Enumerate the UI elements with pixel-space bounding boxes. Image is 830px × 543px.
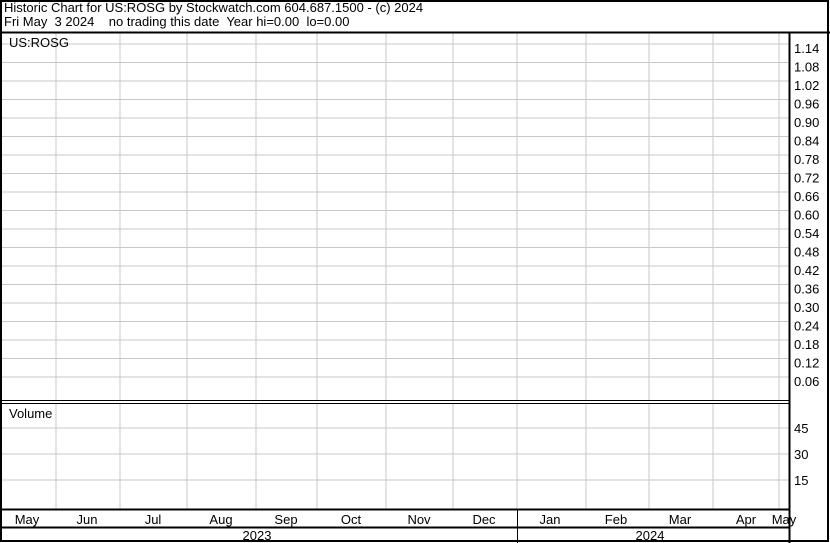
month-label: Sep	[274, 512, 297, 527]
price-tick-label: 0.24	[794, 319, 819, 334]
price-tick-label: 0.96	[794, 97, 819, 112]
month-label: Aug	[209, 512, 232, 527]
price-tick-label: 0.66	[794, 189, 819, 204]
year-label: 2023	[243, 528, 272, 543]
month-label: May	[772, 512, 797, 527]
price-tick-label: 0.36	[794, 282, 819, 297]
chart-title: Historic Chart for US:ROSG by Stockwatch…	[4, 0, 424, 15]
month-label: Apr	[736, 512, 757, 527]
price-tick-label: 0.30	[794, 300, 819, 315]
price-tick-label: 0.84	[794, 134, 819, 149]
price-tick-label: 1.14	[794, 41, 819, 56]
month-label: Jul	[145, 512, 162, 527]
price-tick-label: 0.48	[794, 245, 819, 260]
price-tick-label: 0.60	[794, 208, 819, 223]
month-label: Mar	[669, 512, 692, 527]
price-tick-label: 0.12	[794, 356, 819, 371]
volume-tick-label: 15	[794, 473, 808, 488]
price-tick-label: 0.72	[794, 171, 819, 186]
volume-tick-label: 45	[794, 421, 808, 436]
volume-tick-label: 30	[794, 447, 808, 462]
price-tick-label: 0.78	[794, 152, 819, 167]
status-line: Fri May 3 2024 no trading this date Year…	[4, 14, 350, 29]
price-tick-label: 0.06	[794, 374, 819, 389]
month-label: Nov	[407, 512, 431, 527]
month-label: Jan	[540, 512, 561, 527]
volume-panel-title: Volume	[9, 406, 52, 421]
price-tick-label: 1.08	[794, 60, 819, 75]
price-tick-label: 0.90	[794, 115, 819, 130]
month-label: Oct	[341, 512, 362, 527]
month-label: Jun	[77, 512, 98, 527]
month-label: Feb	[605, 512, 627, 527]
price-panel-title: US:ROSG	[9, 35, 69, 50]
price-tick-label: 0.42	[794, 263, 819, 278]
month-label: Dec	[472, 512, 496, 527]
price-tick-label: 1.02	[794, 78, 819, 93]
price-tick-label: 0.18	[794, 337, 819, 352]
month-label: May	[15, 512, 40, 527]
price-tick-label: 0.54	[794, 226, 819, 241]
year-label: 2024	[636, 528, 665, 543]
